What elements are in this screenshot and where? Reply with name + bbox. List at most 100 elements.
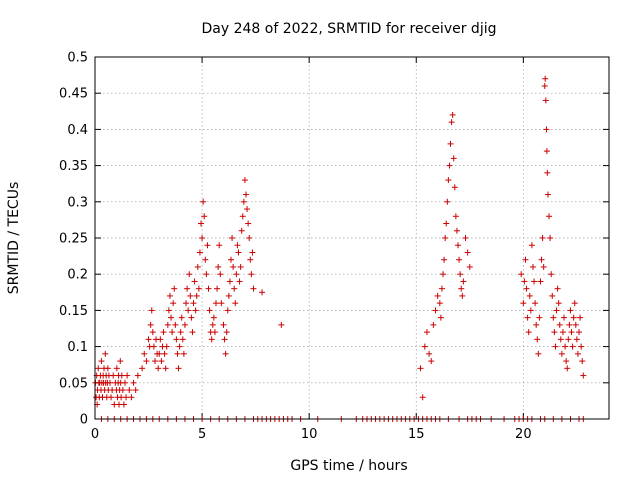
data-point [150, 343, 157, 350]
data-point [579, 358, 586, 365]
data-point [209, 321, 216, 328]
data-point [223, 329, 230, 336]
data-point [518, 271, 525, 278]
data-point [200, 198, 207, 205]
data-point [246, 235, 253, 241]
data-point [189, 329, 196, 336]
data-point [239, 213, 246, 220]
data-point [123, 394, 130, 401]
data-point [573, 336, 580, 343]
data-point [185, 307, 192, 314]
data-point [110, 372, 117, 379]
data-point [225, 292, 232, 299]
data-point [213, 300, 220, 307]
data-point [172, 321, 179, 328]
data-point [232, 300, 239, 307]
data-point [526, 292, 533, 299]
data-point [527, 307, 534, 314]
x-axis-title: GPS time / hours [290, 458, 407, 474]
data-point [233, 271, 240, 278]
data-point [196, 249, 203, 256]
data-point [437, 314, 444, 321]
data-point [428, 358, 435, 365]
data-point [543, 126, 550, 133]
data-point [224, 307, 231, 314]
plot-frame [94, 56, 610, 420]
y-tick-label: 0.05 [59, 376, 88, 391]
y-tick-label: 0 [80, 413, 88, 428]
data-point [163, 343, 170, 350]
data-point [173, 336, 180, 343]
data-point [187, 292, 194, 299]
data-point [151, 358, 158, 365]
data-point [438, 285, 445, 292]
data-point [199, 235, 206, 241]
data-point [523, 285, 530, 292]
data-point [533, 321, 540, 328]
data-point [164, 321, 171, 328]
data-point [556, 321, 563, 328]
data-point [534, 336, 541, 343]
data-point [529, 263, 536, 270]
data-point [183, 300, 190, 307]
data-point [237, 263, 244, 270]
data-point [245, 220, 252, 227]
data-point [169, 329, 176, 336]
data-point [234, 242, 241, 249]
data-point [147, 321, 154, 328]
y-tick-label: 0.45 [59, 87, 88, 102]
data-point [238, 227, 245, 234]
data-point [448, 119, 455, 126]
data-point [524, 314, 531, 321]
data-point [577, 314, 584, 321]
data-point [242, 191, 249, 198]
data-point [553, 307, 560, 314]
data-point [160, 329, 167, 336]
data-point [546, 213, 553, 220]
data-point [217, 271, 224, 278]
data-point [434, 292, 441, 299]
data-point [458, 285, 465, 292]
data-point [247, 256, 254, 263]
data-point [457, 271, 464, 278]
data-point [570, 314, 577, 321]
data-point [568, 329, 575, 336]
data-point [278, 321, 285, 328]
data-point [208, 336, 215, 343]
data-point [559, 329, 566, 336]
data-point [181, 321, 188, 328]
data-point [198, 220, 205, 227]
data-point [205, 285, 212, 292]
data-point [221, 336, 228, 343]
data-point [244, 206, 251, 213]
data-point [528, 242, 535, 249]
data-point [156, 350, 163, 357]
data-point [542, 75, 549, 82]
data-point [531, 278, 538, 285]
data-point [241, 177, 248, 184]
data-point [203, 271, 210, 278]
data-point [229, 235, 236, 241]
data-point [466, 263, 473, 270]
x-tick-label: 20 [515, 427, 532, 442]
data-point [522, 256, 529, 263]
data-point [572, 321, 579, 328]
y-tick-label: 0.1 [67, 340, 88, 355]
data-point [118, 372, 125, 379]
x-tick-label: 0 [91, 427, 99, 442]
data-point [190, 300, 197, 307]
data-point [538, 256, 545, 263]
data-point [236, 278, 243, 285]
x-tick-label: 15 [408, 427, 425, 442]
data-point [426, 350, 433, 357]
y-tick-label: 0.5 [67, 51, 88, 66]
data-point [195, 285, 202, 292]
data-point [102, 350, 109, 357]
data-point [460, 278, 467, 285]
y-axis-title: SRMTID / TECUs [6, 182, 22, 295]
data-point [542, 97, 549, 104]
data-point [192, 307, 199, 314]
data-point [120, 401, 127, 408]
data-point [193, 292, 200, 299]
